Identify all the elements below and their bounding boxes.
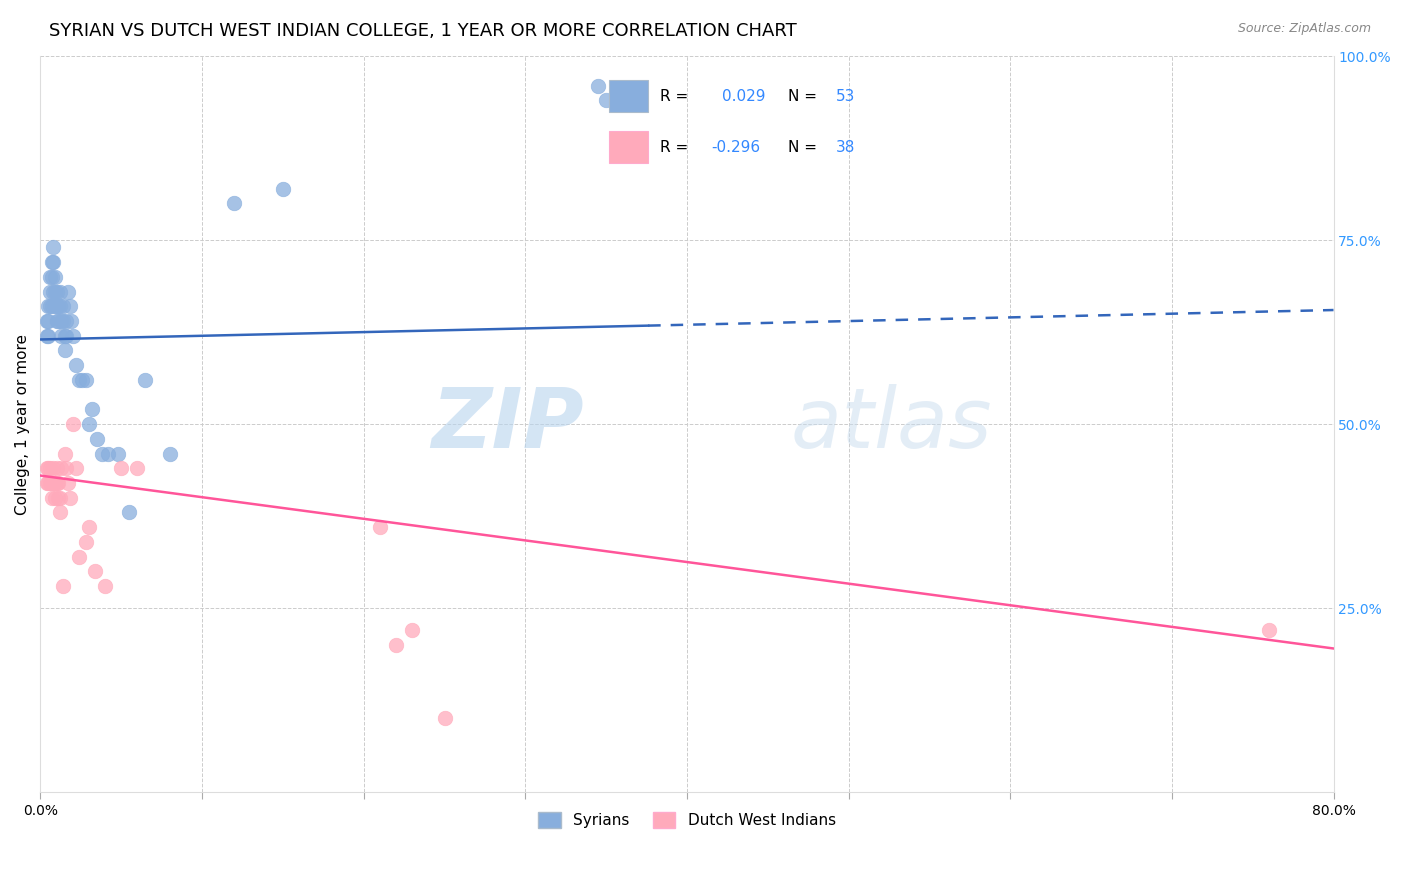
Point <box>44 299 66 313</box>
Point <box>118 505 141 519</box>
Point <box>39 269 62 284</box>
Point <box>56 285 79 299</box>
Point <box>37 314 59 328</box>
Point <box>67 549 90 564</box>
Point <box>58 491 80 505</box>
Point <box>41 491 63 505</box>
Point <box>107 446 129 460</box>
Point <box>586 78 609 93</box>
Point <box>37 328 59 343</box>
Point <box>42 285 65 299</box>
Point <box>368 520 391 534</box>
Point <box>37 475 59 490</box>
Point <box>37 461 59 475</box>
Point <box>385 638 408 652</box>
Point <box>90 446 112 460</box>
Point <box>55 314 77 328</box>
Point <box>39 475 62 490</box>
Point <box>401 623 423 637</box>
Point <box>110 461 132 475</box>
Point <box>51 328 73 343</box>
Text: SYRIAN VS DUTCH WEST INDIAN COLLEGE, 1 YEAR OR MORE CORRELATION CHART: SYRIAN VS DUTCH WEST INDIAN COLLEGE, 1 Y… <box>49 22 797 40</box>
Point <box>62 417 84 431</box>
Point <box>51 314 73 328</box>
Point <box>39 461 62 475</box>
Point <box>39 285 62 299</box>
Text: atlas: atlas <box>790 384 993 465</box>
Point <box>41 475 63 490</box>
Point <box>65 358 87 372</box>
Point <box>42 240 65 254</box>
Point <box>35 314 58 328</box>
Point <box>45 475 67 490</box>
Point <box>84 564 107 578</box>
Point <box>45 461 67 475</box>
Point <box>46 314 69 328</box>
Point <box>56 475 79 490</box>
Point <box>65 461 87 475</box>
Point <box>271 181 294 195</box>
Point <box>44 269 66 284</box>
Point <box>53 343 76 358</box>
Point <box>55 461 77 475</box>
Point <box>94 579 117 593</box>
Point <box>75 534 97 549</box>
Legend: Syrians, Dutch West Indians: Syrians, Dutch West Indians <box>530 805 844 836</box>
Point <box>55 328 77 343</box>
Point <box>35 461 58 475</box>
Point <box>44 491 66 505</box>
Point <box>53 328 76 343</box>
Point <box>77 417 100 431</box>
Text: ZIP: ZIP <box>430 384 583 465</box>
Point <box>159 446 181 460</box>
Point <box>37 299 59 313</box>
Point <box>45 314 67 328</box>
Point <box>49 299 72 313</box>
Point <box>52 314 75 328</box>
Point <box>1257 623 1279 637</box>
Point <box>127 461 149 475</box>
Point <box>46 475 69 490</box>
Point <box>41 255 63 269</box>
Point <box>45 285 67 299</box>
Point <box>46 491 69 505</box>
Point <box>44 475 66 490</box>
Point <box>134 373 156 387</box>
Point <box>49 505 72 519</box>
Point <box>86 432 108 446</box>
Point <box>35 475 58 490</box>
Point <box>39 299 62 313</box>
Point <box>49 491 72 505</box>
Point <box>82 402 104 417</box>
Point <box>51 461 73 475</box>
Point <box>52 299 75 313</box>
Point <box>72 373 94 387</box>
Point <box>49 285 72 299</box>
Point <box>97 446 120 460</box>
Point <box>433 711 456 725</box>
Point <box>44 285 66 299</box>
Text: Source: ZipAtlas.com: Source: ZipAtlas.com <box>1237 22 1371 36</box>
Point <box>42 461 65 475</box>
Point <box>42 475 65 490</box>
Point <box>77 520 100 534</box>
Point <box>595 93 617 107</box>
Point <box>67 373 90 387</box>
Point <box>58 299 80 313</box>
Point <box>42 255 65 269</box>
Point <box>45 299 67 313</box>
Point <box>46 299 69 313</box>
Point <box>75 373 97 387</box>
Point <box>52 579 75 593</box>
Point <box>224 196 246 211</box>
Point <box>41 269 63 284</box>
Point <box>62 328 84 343</box>
Y-axis label: College, 1 year or more: College, 1 year or more <box>15 334 30 515</box>
Point <box>60 314 83 328</box>
Point <box>53 446 76 460</box>
Point <box>41 299 63 313</box>
Point <box>35 328 58 343</box>
